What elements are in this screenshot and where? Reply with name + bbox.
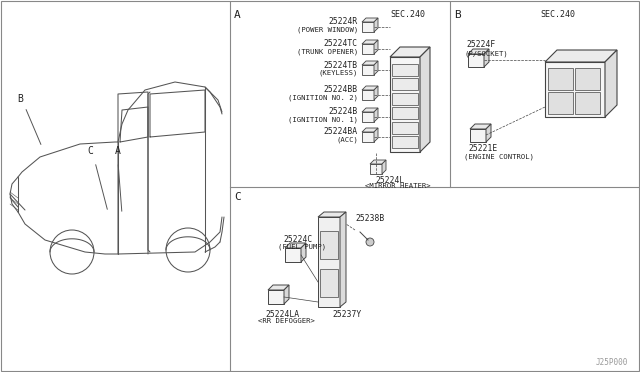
Text: 25224LA: 25224LA: [265, 310, 299, 319]
Text: A: A: [115, 146, 121, 156]
Text: (POWER WINDOW): (POWER WINDOW): [297, 27, 358, 33]
Bar: [470, 129, 486, 142]
Bar: [392, 78, 418, 90]
Bar: [318, 217, 340, 307]
Text: B: B: [454, 10, 461, 20]
Text: 25224F: 25224F: [466, 40, 495, 49]
Bar: [392, 64, 418, 76]
Polygon shape: [374, 128, 378, 142]
Text: 25224BA: 25224BA: [324, 128, 358, 137]
Polygon shape: [605, 50, 617, 117]
Bar: [392, 107, 418, 119]
Text: (ACC): (ACC): [336, 137, 358, 143]
Bar: [320, 231, 338, 259]
Bar: [548, 92, 573, 114]
Polygon shape: [268, 285, 289, 290]
Polygon shape: [362, 128, 378, 132]
Bar: [468, 54, 484, 67]
Text: 25224C: 25224C: [283, 235, 312, 244]
Polygon shape: [374, 86, 378, 100]
Bar: [392, 93, 418, 105]
Text: (ENGINE CONTROL): (ENGINE CONTROL): [464, 153, 534, 160]
Bar: [575, 68, 600, 90]
Text: SEC.240: SEC.240: [540, 10, 575, 19]
Bar: [362, 90, 374, 100]
Bar: [390, 57, 420, 152]
Bar: [268, 290, 284, 304]
Polygon shape: [362, 18, 378, 22]
Text: 25224TB: 25224TB: [324, 61, 358, 70]
Text: (TRUNK OPENER): (TRUNK OPENER): [297, 49, 358, 55]
Polygon shape: [370, 160, 386, 164]
Polygon shape: [382, 160, 386, 174]
Polygon shape: [420, 47, 430, 152]
Text: B: B: [17, 94, 23, 104]
Polygon shape: [486, 124, 491, 142]
Text: 25221E: 25221E: [468, 144, 497, 153]
Bar: [362, 22, 374, 32]
Polygon shape: [285, 243, 306, 248]
Bar: [392, 136, 418, 148]
Bar: [370, 164, 382, 174]
Text: <RR DEFOGGER>: <RR DEFOGGER>: [258, 318, 315, 324]
Text: 25224R: 25224R: [329, 17, 358, 26]
Circle shape: [366, 238, 374, 246]
Polygon shape: [340, 212, 346, 307]
Text: (P/SOCKET): (P/SOCKET): [464, 51, 508, 57]
Polygon shape: [362, 61, 378, 65]
Bar: [362, 65, 374, 75]
Text: 25224L: 25224L: [375, 176, 404, 185]
Text: (IGNITION NO. 1): (IGNITION NO. 1): [288, 117, 358, 123]
Polygon shape: [362, 108, 378, 112]
Polygon shape: [468, 49, 489, 54]
Text: 25238B: 25238B: [355, 214, 384, 223]
Polygon shape: [470, 124, 491, 129]
Polygon shape: [374, 61, 378, 75]
Polygon shape: [362, 40, 378, 44]
Bar: [320, 269, 338, 297]
Text: (IGNITION NO. 2): (IGNITION NO. 2): [288, 95, 358, 101]
Text: SEC.240: SEC.240: [390, 10, 425, 19]
Text: C: C: [87, 146, 93, 156]
Bar: [285, 248, 301, 262]
Polygon shape: [545, 50, 617, 62]
Text: <MIRROR HEATER>: <MIRROR HEATER>: [365, 183, 431, 189]
Bar: [362, 44, 374, 54]
Text: A: A: [234, 10, 241, 20]
Polygon shape: [484, 49, 489, 67]
Text: 25224BB: 25224BB: [324, 86, 358, 94]
Text: 25224TC: 25224TC: [324, 39, 358, 48]
Bar: [548, 68, 573, 90]
Bar: [362, 112, 374, 122]
Bar: [362, 132, 374, 142]
Polygon shape: [301, 243, 306, 262]
Text: 25237Y: 25237Y: [332, 310, 361, 319]
Text: C: C: [234, 192, 241, 202]
Polygon shape: [284, 285, 289, 304]
Text: J25P000: J25P000: [596, 358, 628, 367]
Bar: [392, 122, 418, 134]
Text: (KEYLESS): (KEYLESS): [319, 70, 358, 76]
Polygon shape: [390, 47, 430, 57]
Bar: [575, 92, 600, 114]
Polygon shape: [374, 40, 378, 54]
Polygon shape: [374, 18, 378, 32]
Text: 25224B: 25224B: [329, 108, 358, 116]
Polygon shape: [374, 108, 378, 122]
Polygon shape: [362, 86, 378, 90]
Polygon shape: [318, 212, 346, 217]
Text: (FUEL PUMP): (FUEL PUMP): [278, 244, 326, 250]
Bar: [545, 62, 605, 117]
